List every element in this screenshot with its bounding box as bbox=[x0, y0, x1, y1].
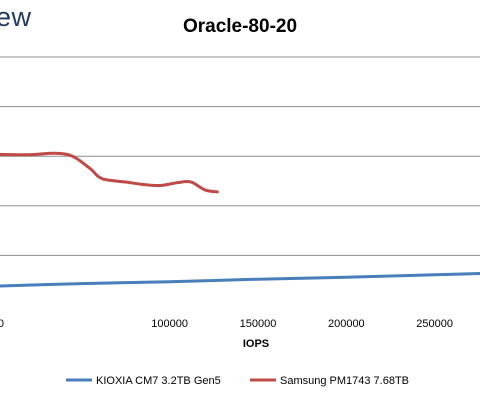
series-line-2 bbox=[0, 151, 219, 194]
brand-watermark: ew bbox=[0, 2, 32, 32]
x-axis-label: IOPS bbox=[243, 338, 269, 350]
series-layer bbox=[0, 151, 480, 288]
grid-lines bbox=[0, 56, 480, 256]
chart-title: Oracle-80-20 bbox=[183, 16, 297, 37]
x-tick-label-partial: 00 bbox=[0, 318, 4, 330]
x-tick-labels: 00 100000 150000 200000 250000 bbox=[0, 318, 453, 330]
x-tick-label: 250000 bbox=[416, 318, 453, 330]
x-tick-label: 150000 bbox=[240, 318, 277, 330]
x-tick-label: 200000 bbox=[328, 318, 365, 330]
legend-label-2: Samsung PM1743 7.68TB bbox=[280, 375, 409, 387]
x-tick-label: 100000 bbox=[151, 318, 188, 330]
series-line-1 bbox=[0, 271, 480, 288]
legend: KIOXIA CM7 3.2TB Gen5 Samsung PM1743 7.68… bbox=[66, 375, 409, 387]
legend-label-1: KIOXIA CM7 3.2TB Gen5 bbox=[96, 375, 221, 387]
